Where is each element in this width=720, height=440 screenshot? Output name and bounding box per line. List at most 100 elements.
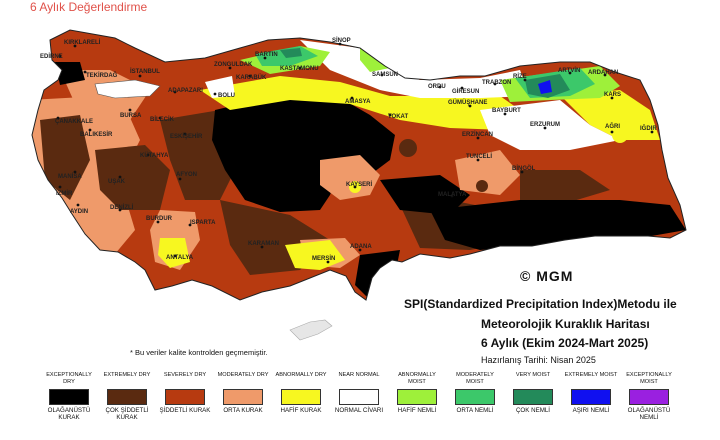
quality-note: * Bu veriler kalite kontrolden geçmemişt…: [130, 348, 268, 357]
city-malatya: MALATYA: [438, 192, 467, 198]
legend-label-tr: OLAĞANÜSTÜ KURAK: [47, 407, 91, 421]
spot-elazig: [476, 180, 488, 192]
page-caption: 6 Aylık Değerlendirme: [30, 0, 148, 14]
legend-swatch: [513, 389, 553, 405]
city-manisa: MANİSA: [58, 173, 82, 180]
city-bingol: BİNGÖL: [512, 165, 536, 172]
city-samsun: SAMSUN: [372, 72, 398, 78]
legend-item-moderately-dry: MODERATELY DRY ORTA KURAK: [216, 372, 270, 414]
city-isparta: ISPARTA: [190, 220, 216, 226]
city-giresun: GİRESUN: [452, 88, 479, 95]
city-karaman: KARAMAN: [248, 241, 279, 247]
map-title-line2: Meteorolojik Kuraklık Haritası: [481, 317, 650, 331]
city-canakkale: ÇANAKKALE: [55, 119, 93, 125]
city-kastamonu: KASTAMONU: [280, 66, 319, 72]
legend-item-abnormally-moist: ABNORMALLY MOIST HAFİF NEMLİ: [390, 372, 444, 414]
city-tekirdag: TEKİRDAĞ: [86, 71, 118, 79]
city-tunceli: TUNCELİ: [466, 153, 492, 160]
legend-label-tr: ÇOK ŞİDDETLİ KURAK: [105, 407, 149, 421]
legend-label-en: EXCEPTIONALLY DRY: [46, 372, 92, 385]
legend-label-tr: NORMAL CİVARI: [334, 407, 384, 414]
legend-swatch: [107, 389, 147, 405]
legend-item-exceptionally-dry: EXCEPTIONALLY DRY OLAĞANÜSTÜ KURAK: [42, 372, 96, 421]
city-agri: AĞRI: [605, 122, 620, 130]
extremely-dry-bingol: [520, 170, 610, 205]
legend: EXCEPTIONALLY DRY OLAĞANÜSTÜ KURAK EXTRE…: [42, 372, 682, 432]
city-kutahya: KÜTAHYA: [140, 152, 169, 159]
mgm-logo: © MGM: [520, 268, 574, 284]
legend-item-moderately-moist: MODERATELY MOIST ORTA NEMLİ: [448, 372, 502, 414]
city-mersin: MERSİN: [312, 255, 335, 262]
city-balikesir: BALIKESİR: [80, 131, 113, 138]
city-zonguldak: ZONGULDAK: [214, 62, 253, 68]
near-normal-erzurum: [480, 100, 620, 150]
near-normal-bolu: [205, 76, 235, 98]
legend-label-en: EXTREMELY DRY: [103, 372, 151, 378]
city-gumushane: GÜMÜŞHANE: [448, 99, 487, 106]
legend-label-en: EXTREMELY MOIST: [564, 372, 618, 378]
legend-label-en: MODERATELY MOIST: [456, 372, 494, 385]
abnormally-dry-north: [200, 76, 520, 130]
legend-swatch: [455, 389, 495, 405]
legend-swatch: [629, 389, 669, 405]
near-normal-blacksea: [300, 40, 530, 98]
prepared-date: Hazırlanış Tarihi: Nisan 2025: [481, 355, 596, 365]
city-ardahan: ARDAHAN: [588, 70, 618, 76]
cyprus-island: [289, 319, 333, 341]
legend-swatch: [397, 389, 437, 405]
extremely-moist-core: [538, 80, 552, 94]
legend-label-tr: ŞİDDETLİ KURAK: [159, 407, 211, 414]
map-title-line1: SPI(Standardized Precipitation Index)Met…: [404, 297, 677, 311]
city-denizli: DENİZLİ: [110, 204, 134, 211]
legend-item-extremely-dry: EXTREMELY DRY ÇOK ŞİDDETLİ KURAK: [100, 372, 154, 421]
city-antalya: ANTALYA: [166, 255, 194, 261]
legend-item-very-moist: VERY MOIST ÇOK NEMLİ: [506, 372, 560, 414]
city-bolu: BOLU: [218, 93, 235, 99]
legend-label-en: NEAR NORMAL: [338, 372, 380, 378]
legend-item-abnormally-dry: ABNORMALLY DRY HAFİF KURAK: [274, 372, 328, 414]
city-bilecik: BİLECİK: [150, 116, 175, 123]
city-karabuk: KARABÜK: [236, 74, 267, 81]
spot-sivas: [399, 139, 417, 157]
exceptionally-dry-central: [212, 92, 395, 212]
legend-label-tr: OLAĞANÜSTÜ NEMLİ: [627, 407, 671, 421]
city-bartin: BARTIN: [255, 52, 278, 58]
abnormally-dry-kars: [560, 90, 660, 140]
legend-label-en: SEVERELY DRY: [163, 372, 207, 378]
legend-swatch: [281, 389, 321, 405]
city-edirne: EDİRNE: [40, 53, 63, 60]
city-afyon: AFYON: [176, 172, 197, 178]
abnormally-dry-antalya: [158, 238, 190, 268]
legend-label-tr: ORTA NEMLİ: [456, 407, 494, 414]
legend-swatch: [339, 389, 379, 405]
city-tokat: TOKAT: [388, 114, 408, 120]
extremely-dry-aegean: [40, 115, 90, 200]
legend-item-near-normal: NEAR NORMAL NORMAL CİVARI: [332, 372, 386, 414]
city-burdur: BURDUR: [146, 216, 173, 222]
legend-item-severely-dry: SEVERELY DRY ŞİDDETLİ KURAK: [158, 372, 212, 414]
city-erzincan: ERZİNCAN: [462, 131, 493, 138]
city-adapazari: ADAPAZARI: [168, 88, 203, 94]
legend-label-en: ABNORMALLY DRY: [275, 372, 327, 378]
city-labels: KIRKLARELİ EDİRNE TEKİRDAĞ İSTANBUL BART…: [40, 37, 657, 264]
city-artvin: ARTVİN: [558, 67, 580, 74]
legend-swatch: [223, 389, 263, 405]
legend-item-exceptionally-moist: EXCEPTIONALLY MOIST OLAĞANÜSTÜ NEMLİ: [622, 372, 676, 421]
city-adana: ADANA: [350, 244, 372, 250]
spot-agri: [612, 127, 628, 143]
map-regions: [32, 30, 686, 300]
legend-label-en: VERY MOIST: [515, 372, 551, 378]
legend-swatch: [49, 389, 89, 405]
city-usak: UŞAK: [108, 179, 126, 185]
exceptionally-dry-thrace: [55, 62, 85, 85]
legend-label-tr: HAFİF KURAK: [280, 407, 322, 414]
legend-label-en: EXCEPTIONALLY MOIST: [626, 372, 672, 385]
legend-item-extremely-moist: EXTREMELY MOIST AŞIRI NEMLİ: [564, 372, 618, 414]
city-sinop: SİNOP: [332, 37, 351, 44]
turkey-spi-map: KIRKLARELİ EDİRNE TEKİRDAĞ İSTANBUL BART…: [31, 29, 687, 341]
legend-swatch: [165, 389, 205, 405]
city-bursa: BURSA: [120, 113, 142, 119]
city-istanbul: İSTANBUL: [130, 68, 160, 75]
legend-label-en: MODERATELY DRY: [217, 372, 269, 378]
legend-label-tr: ORTA KURAK: [223, 407, 263, 414]
